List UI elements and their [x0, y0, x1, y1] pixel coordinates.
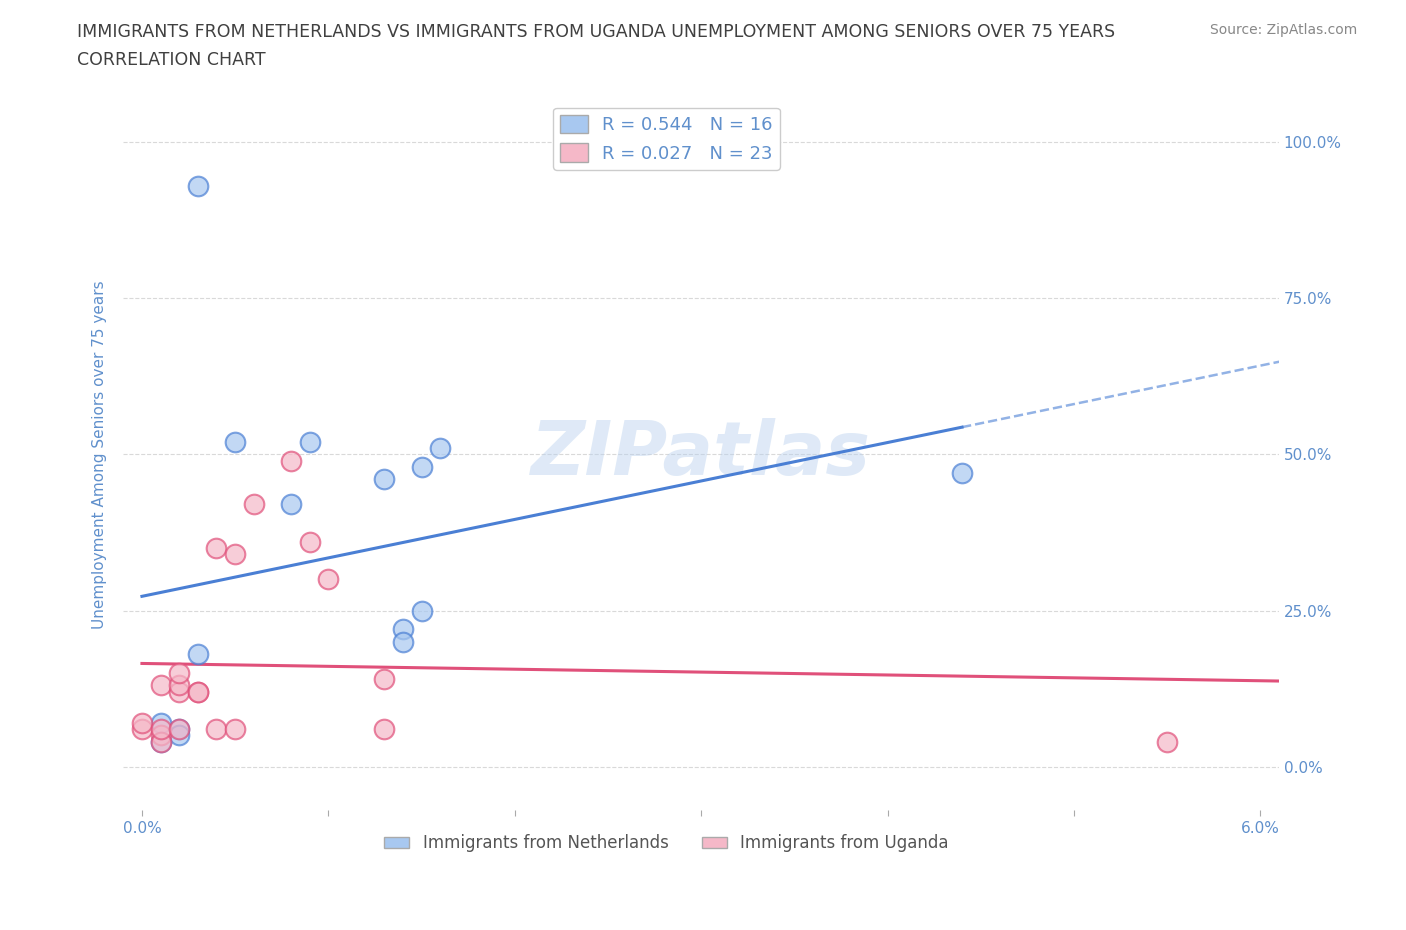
Point	[167, 684, 190, 699]
Point	[205, 540, 228, 555]
Point	[373, 671, 395, 686]
Point	[149, 734, 172, 749]
Point	[411, 603, 433, 618]
Point	[392, 622, 415, 637]
Point	[149, 715, 172, 730]
Point	[298, 535, 321, 550]
Text: Source: ZipAtlas.com: Source: ZipAtlas.com	[1209, 23, 1357, 37]
Point	[187, 646, 209, 661]
Point	[280, 497, 302, 512]
Point	[149, 728, 172, 743]
Y-axis label: Unemployment Among Seniors over 75 years: Unemployment Among Seniors over 75 years	[93, 280, 107, 629]
Point	[149, 678, 172, 693]
Point	[167, 722, 190, 737]
Point	[318, 572, 340, 587]
Point	[950, 466, 973, 481]
Point	[131, 715, 153, 730]
Point	[187, 684, 209, 699]
Point	[242, 497, 264, 512]
Point	[149, 734, 172, 749]
Point	[149, 722, 172, 737]
Point	[187, 179, 209, 193]
Point	[131, 722, 153, 737]
Point	[429, 441, 451, 456]
Point	[167, 678, 190, 693]
Point	[187, 684, 209, 699]
Point	[298, 434, 321, 449]
Text: CORRELATION CHART: CORRELATION CHART	[77, 51, 266, 69]
Point	[280, 453, 302, 468]
Text: IMMIGRANTS FROM NETHERLANDS VS IMMIGRANTS FROM UGANDA UNEMPLOYMENT AMONG SENIORS: IMMIGRANTS FROM NETHERLANDS VS IMMIGRANT…	[77, 23, 1115, 41]
Point	[392, 634, 415, 649]
Point	[167, 722, 190, 737]
Point	[224, 722, 246, 737]
Point	[373, 722, 395, 737]
Point	[411, 459, 433, 474]
Point	[224, 547, 246, 562]
Point	[224, 434, 246, 449]
Point	[167, 666, 190, 681]
Point	[167, 728, 190, 743]
Point	[205, 722, 228, 737]
Point	[1156, 734, 1178, 749]
Point	[373, 472, 395, 487]
Text: ZIPatlas: ZIPatlas	[531, 418, 872, 491]
Legend: Immigrants from Netherlands, Immigrants from Uganda: Immigrants from Netherlands, Immigrants …	[378, 828, 955, 858]
